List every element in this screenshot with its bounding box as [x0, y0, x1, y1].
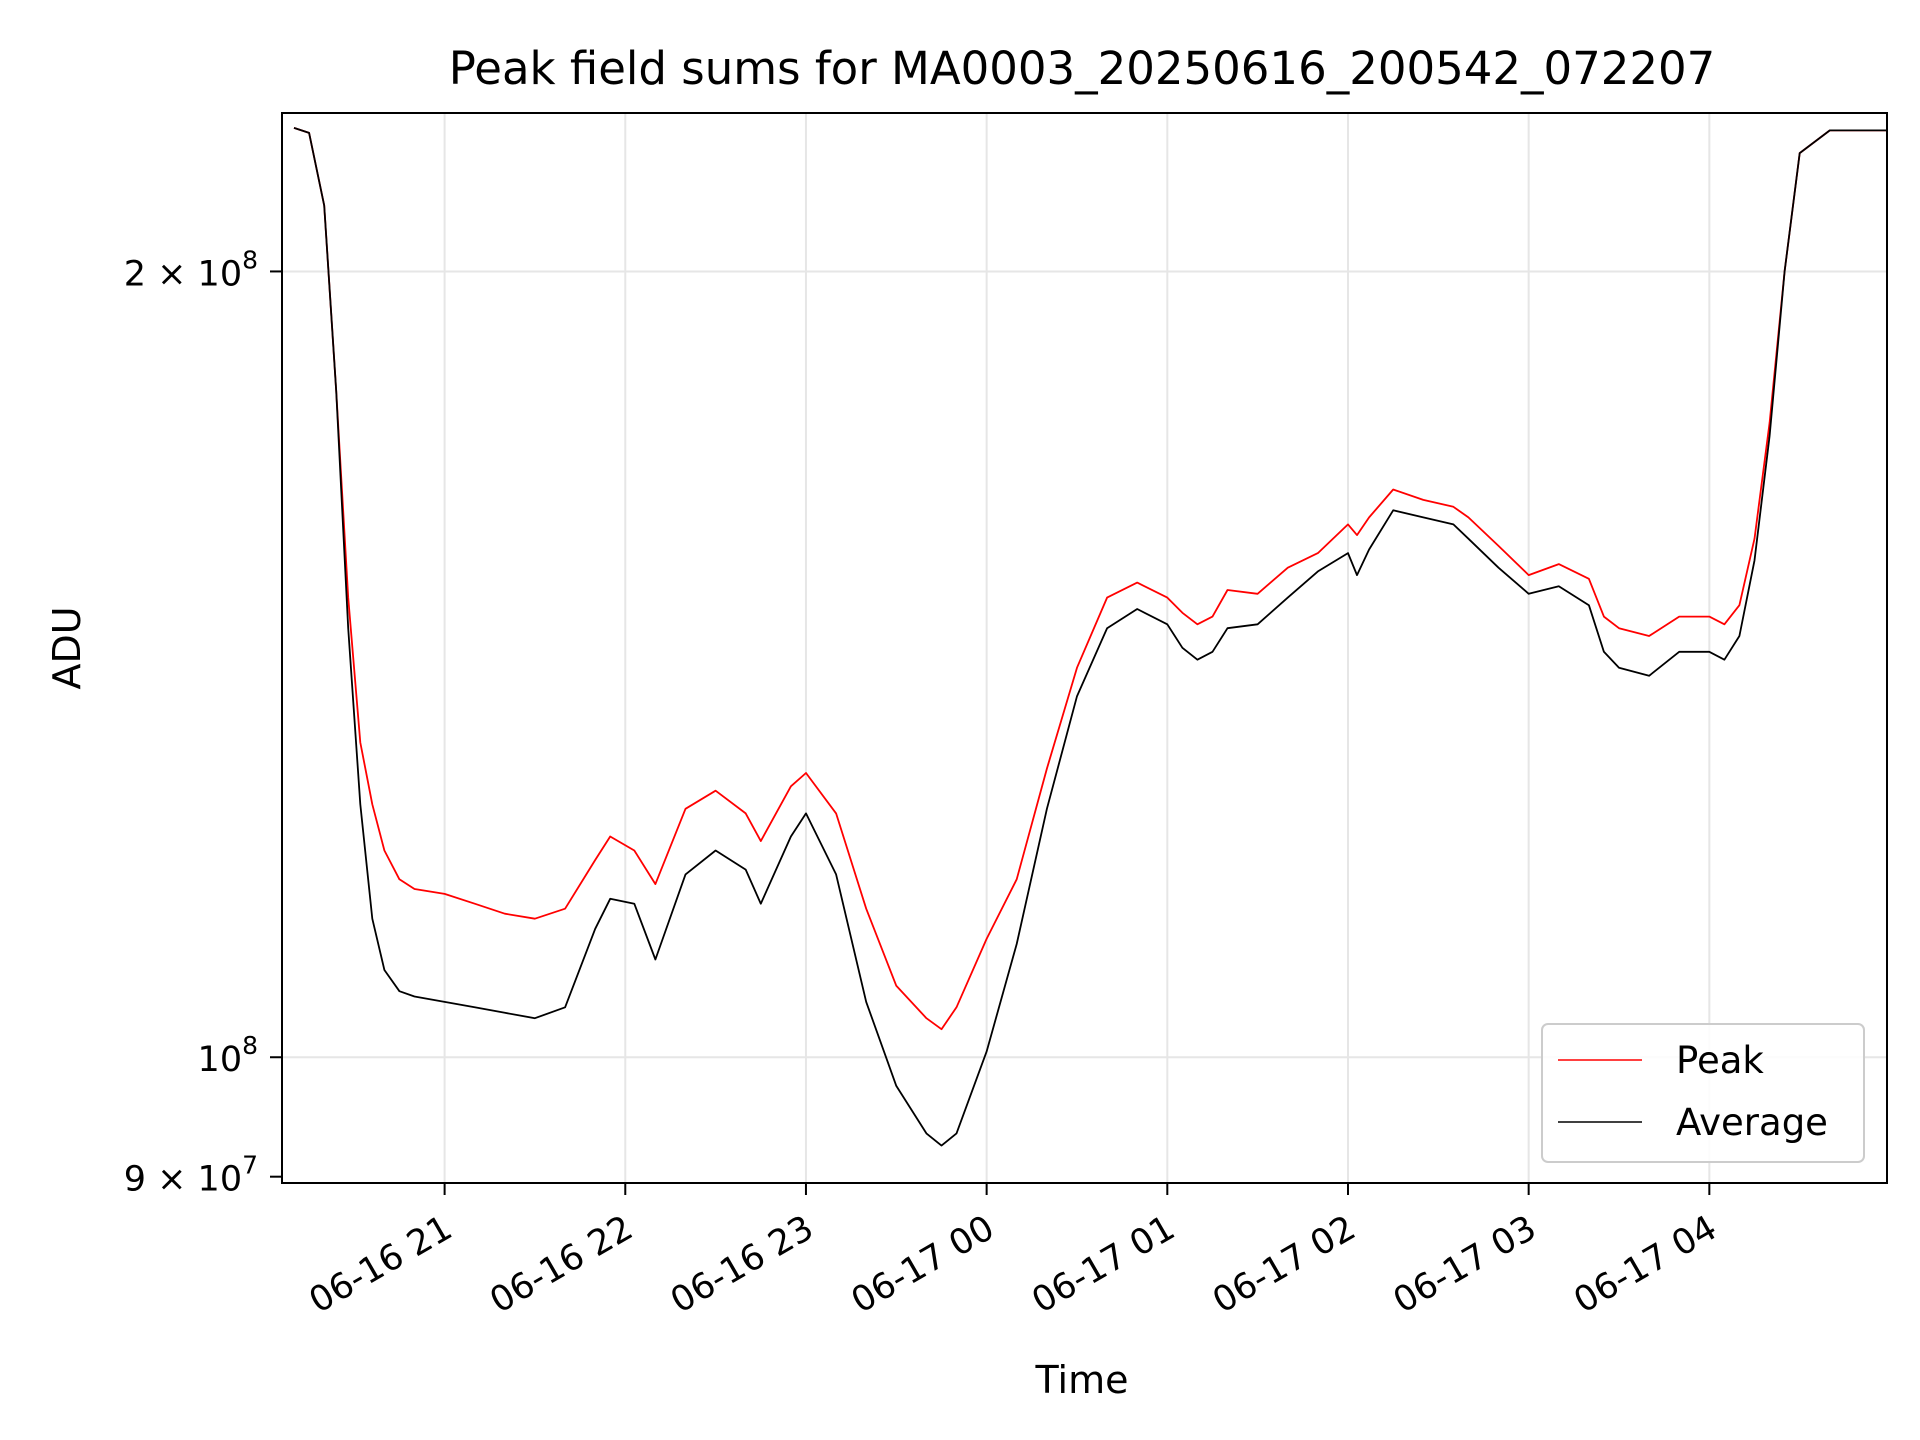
y-axis-label: ADU [45, 606, 89, 689]
legend-label-average: Average [1676, 1101, 1828, 1144]
y-tick-exponent: 7 [242, 1151, 258, 1180]
legend-label-peak: Peak [1676, 1039, 1764, 1082]
y-tick-exponent: 8 [242, 1031, 258, 1060]
y-tick-label: 2 × 108 [124, 245, 258, 294]
y-tick-label: 108 [198, 1031, 258, 1080]
grid [282, 113, 1887, 1183]
y-tick-label: 9 × 107 [124, 1151, 258, 1200]
series-line-average [293, 127, 1887, 1147]
y-tick-base: 10 [198, 1040, 243, 1080]
y-tick-base: 2 × 10 [124, 254, 242, 294]
plot-frame [281, 112, 1888, 1184]
y-tick-base: 9 × 10 [124, 1160, 242, 1200]
chart-title: Peak field sums for MA0003_20250616_2005… [449, 42, 1716, 95]
series-line-peak [293, 127, 1887, 1031]
series-lines [293, 127, 1887, 1147]
legend: Peak Average [1541, 1023, 1865, 1163]
y-tick-exponent: 8 [242, 245, 258, 274]
legend-box [1541, 1023, 1865, 1163]
x-axis-label: Time [1035, 1358, 1129, 1402]
